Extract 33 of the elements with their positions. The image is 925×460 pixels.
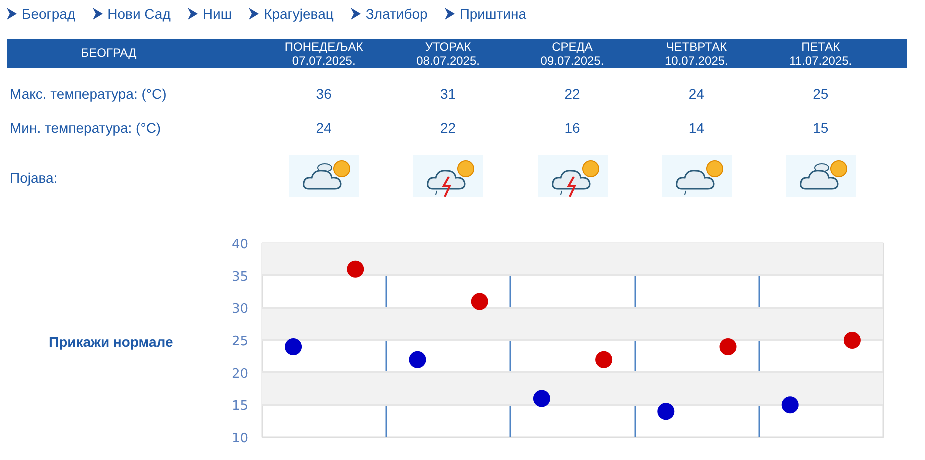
data-label: 25 <box>812 85 830 103</box>
text: УТОРАК 08.07.2025. <box>416 40 481 68</box>
data-label: 22 <box>564 85 582 103</box>
text: Појава: <box>10 169 58 187</box>
data-label: 14 <box>688 119 706 137</box>
text: БЕОГРАД <box>80 45 138 62</box>
text: Ниш <box>202 5 232 23</box>
y-tick-label: 35 <box>232 270 249 285</box>
text: Прикажи нормале <box>49 333 174 351</box>
data-label: 24 <box>315 119 333 137</box>
y-tick-label: 30 <box>232 302 249 318</box>
y-tick-label: 40 <box>232 238 249 252</box>
text: Нови Сад <box>108 5 171 23</box>
text: Златибор <box>366 5 428 23</box>
data-label: 16 <box>564 119 582 137</box>
text: ПОНЕДЕЉАК 07.07.2025. <box>284 40 364 68</box>
y-tick-label: 15 <box>232 399 249 414</box>
text: Приштина <box>460 5 526 23</box>
text: Београд <box>22 5 76 23</box>
text: Макс. температура: (°C) <box>10 85 167 103</box>
data-label: 31 <box>440 85 458 103</box>
text: Крагујевац <box>264 5 334 23</box>
y-tick-label: 10 <box>232 432 249 446</box>
data-label: 22 <box>440 119 458 137</box>
data-label: 15 <box>812 119 830 137</box>
text: ЧЕТВРТАК 10.07.2025. <box>664 40 730 68</box>
text: Мин. температура: (°C) <box>10 119 162 137</box>
text: СРЕДА 09.07.2025. <box>540 40 606 68</box>
y-tick-label: 25 <box>232 334 249 350</box>
data-label: 24 <box>688 85 706 103</box>
text: ПЕТАК 11.07.2025. <box>788 40 854 68</box>
y-tick-label: 20 <box>232 366 249 382</box>
data-label: 36 <box>315 85 333 103</box>
